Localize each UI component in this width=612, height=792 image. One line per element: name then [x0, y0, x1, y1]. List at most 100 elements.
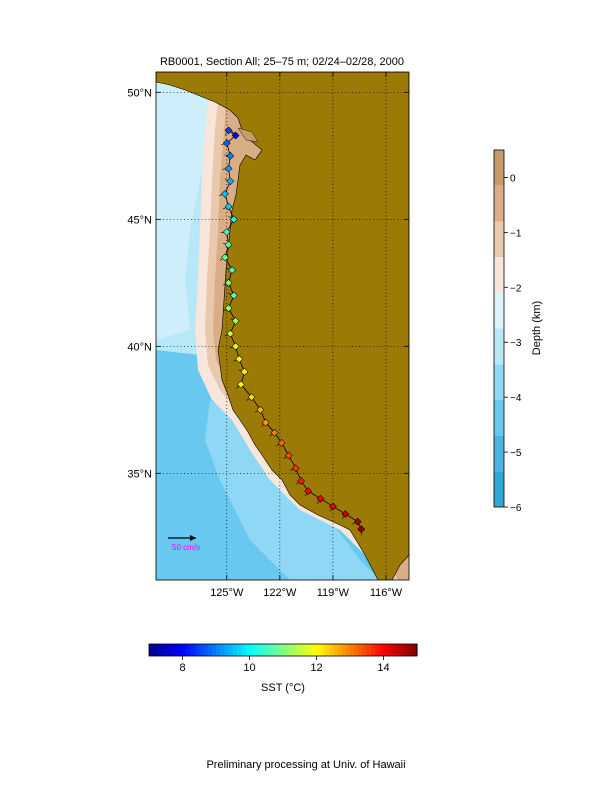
depth-colorbar: 0 −1 −2 −3 −4 −5 −6 — [493, 149, 522, 514]
lat-tick-label: 40°N — [127, 341, 152, 353]
sst-colorbar-swatch — [299, 644, 305, 656]
lon-tick-label: 116°W — [370, 587, 403, 599]
sst-marker — [221, 253, 229, 262]
sst-colorbar-swatch — [295, 644, 301, 656]
sst-tick-label: 14 — [377, 662, 389, 674]
sst-marker — [261, 418, 270, 427]
sst-colorbar-swatch — [333, 644, 339, 656]
sst-colorbar-swatch — [291, 644, 297, 656]
sst-marker — [353, 517, 362, 526]
sst-colorbar-swatch — [408, 644, 414, 656]
sst-colorbar-swatch — [228, 644, 234, 656]
depth-tick-label: −1 — [510, 228, 522, 239]
sst-marker — [226, 177, 235, 186]
sst-colorbar-swatch — [257, 644, 263, 656]
sst-colorbar-swatch — [182, 644, 188, 656]
sst-colorbar-swatch — [412, 644, 418, 656]
sst-colorbar-swatch — [186, 644, 192, 656]
island-puget — [237, 127, 259, 143]
sst-colorbar-swatch — [366, 644, 372, 656]
sst-colorbar-swatch — [312, 644, 318, 656]
sst-colorbar-swatch — [207, 644, 213, 656]
depth-colorbar-swatch — [494, 150, 504, 186]
sst-marker — [270, 428, 279, 437]
sst-colorbar-swatch — [308, 644, 313, 656]
sst-colorbar-swatch — [190, 644, 196, 656]
sst-colorbar-swatch — [157, 644, 163, 656]
footer-credit: Preliminary processing at Univ. of Hawai… — [206, 759, 405, 771]
sst-colorbar-swatch — [287, 644, 292, 656]
depth-colorbar-swatch — [494, 435, 504, 472]
sst-colorbar-swatch — [320, 644, 326, 656]
sst-tick-label: 12 — [310, 662, 322, 674]
sst-marker — [316, 494, 325, 503]
sst-marker — [226, 151, 235, 160]
sst-colorbar-swatch — [391, 644, 397, 656]
sst-marker — [284, 451, 293, 460]
depth-colorbar-label: Depth (km) — [531, 301, 543, 355]
map-frame — [155, 71, 410, 581]
sst-marker — [224, 126, 233, 135]
sst-colorbar-swatch — [329, 644, 334, 656]
sst-marker — [226, 329, 235, 338]
sst-colorbar-swatch — [266, 644, 272, 656]
sst-colorbar-swatch — [354, 644, 359, 656]
sst-colorbar-swatch — [345, 644, 351, 656]
sst-marker — [228, 266, 236, 275]
lat-tick-label: 35°N — [127, 468, 152, 480]
sst-colorbar-swatch — [370, 644, 376, 656]
sst-colorbar-swatch — [211, 644, 217, 656]
sst-marker — [297, 477, 305, 485]
sst-colorbar-swatch — [245, 644, 251, 656]
sst-colorbar-swatch — [224, 644, 230, 656]
sst-marker — [357, 525, 366, 534]
sst-marker — [231, 131, 240, 140]
sst-colorbar-swatch — [153, 644, 158, 656]
depth-tick-label: −4 — [510, 393, 522, 404]
depth-colorbar-swatch — [494, 364, 504, 400]
sst-marker — [235, 355, 244, 363]
depth-tick-label: −5 — [510, 448, 522, 459]
sst-colorbar-swatch — [249, 644, 255, 656]
sst-marker — [229, 215, 238, 224]
sst-colorbar-swatch — [270, 644, 276, 656]
sst-colorbar-frame — [148, 643, 418, 657]
lon-tick-label: 119°W — [317, 587, 350, 599]
sst-tick-label: 10 — [243, 662, 255, 674]
sst-marker — [224, 164, 233, 173]
sst-marker — [222, 228, 231, 236]
sst-marker — [224, 202, 233, 211]
lon-tick-label: 122°W — [263, 587, 297, 599]
sst-colorbar-swatch — [169, 644, 175, 656]
sst-colorbar-swatch — [278, 644, 284, 656]
depth-colorbar-swatch — [494, 328, 504, 365]
sst-colorbar-swatch — [396, 644, 401, 656]
sst-colorbar-swatch — [303, 644, 309, 656]
sst-colorbar-swatch — [253, 644, 259, 656]
sst-tick-label: 8 — [179, 662, 185, 674]
sst-colorbar-swatch — [241, 644, 246, 656]
ocean-abyssal-plain-north — [156, 72, 220, 340]
sst-colorbar-swatch — [375, 644, 380, 656]
lat-tick-label: 45°N — [127, 214, 152, 226]
sst-colorbar-swatch — [149, 644, 154, 656]
sst-marker — [247, 393, 256, 402]
sst-colorbar-swatch — [362, 644, 368, 656]
depth-tick-label: −6 — [510, 503, 522, 514]
sst-marker — [224, 304, 233, 313]
depth-colorbar-swatch — [494, 185, 504, 222]
sst-colorbar-swatch — [203, 644, 209, 656]
sst-marker — [222, 139, 231, 148]
sst-colorbar-swatch — [283, 644, 288, 656]
sst-marker — [291, 464, 300, 473]
sst-marker — [240, 367, 249, 376]
sst-colorbar-swatch — [274, 644, 280, 656]
depth-tick-label: −2 — [510, 283, 522, 294]
sst-vector-marks — [219, 126, 366, 536]
depth-colorbar-frame — [493, 149, 505, 508]
sst-colorbar-label: SST (°C) — [261, 682, 305, 694]
sst-colorbar-swatch — [232, 644, 238, 656]
sst-marker — [329, 502, 337, 511]
scale-arrow: 50 cm/s — [168, 535, 200, 552]
